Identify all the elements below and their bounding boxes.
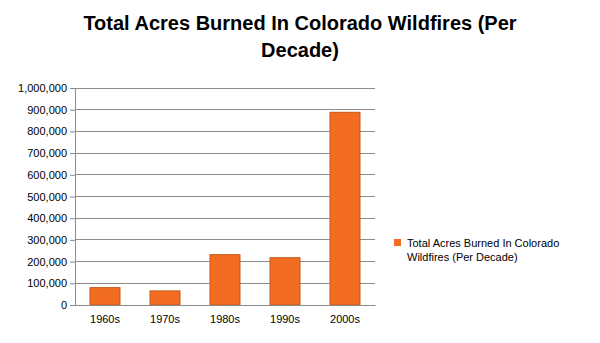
tick-mark [70, 283, 75, 284]
tick: 1990s [270, 313, 300, 325]
text-line: Total Acres Burned In Colorado [407, 237, 559, 249]
axis-line [76, 305, 376, 306]
tick-label: 0 [61, 299, 67, 311]
tick-label: 700,000 [27, 147, 67, 159]
tick: 700,000 [27, 147, 75, 159]
tick: 100,000 [27, 277, 75, 289]
x-axis: 1960s 1970s 1980s 1990s 2000s [76, 306, 376, 325]
legend-label: Total Acres Burned In Colorado Wildfires … [407, 237, 559, 263]
tick-mark [70, 218, 75, 219]
tick-label: 800,000 [27, 125, 67, 137]
tick-mark [70, 88, 75, 89]
tick-label: 300,000 [27, 234, 67, 246]
tick-label: 1970s [150, 313, 180, 325]
tick: 800,000 [27, 125, 75, 137]
bar [330, 112, 360, 305]
tick-label: 500,000 [27, 191, 67, 203]
text-line: Total Acres Burned In Colorado Wildfires… [83, 12, 516, 34]
tick: 1960s [90, 313, 120, 325]
bar [270, 258, 300, 305]
grid [75, 88, 375, 305]
tick-label: 1,000,000 [18, 82, 67, 94]
tick: 300,000 [27, 234, 75, 246]
tick: 1980s [210, 313, 240, 325]
tick: 1,000,000 [18, 82, 75, 94]
tick: 400,000 [27, 212, 75, 224]
tick-mark [70, 131, 75, 132]
tick-mark [70, 175, 75, 176]
tick: 0 [61, 299, 75, 311]
bar [210, 255, 240, 305]
tick-label: 400,000 [27, 212, 67, 224]
tick: 600,000 [27, 169, 75, 181]
bar [150, 291, 180, 305]
tick: 500,000 [27, 191, 75, 203]
tick: 2000s [330, 313, 360, 325]
y-axis: 0 100,000 200,000 300,000 400,000 500,000 600,… [18, 82, 75, 311]
tick-label: 1960s [90, 313, 120, 325]
tick-label: 600,000 [27, 169, 67, 181]
tick-label: 1980s [210, 313, 240, 325]
tick: 1970s [150, 313, 180, 325]
tick-label: 100,000 [27, 277, 67, 289]
tick-label: 2000s [330, 313, 360, 325]
legend: Total Acres Burned In Colorado Wildfires … [394, 237, 559, 263]
chart: Total Acres Burned In Colorado Wildfires… [0, 0, 600, 343]
text-line: Wildfires (Per Decade) [407, 251, 518, 263]
title: Total Acres Burned In Colorado Wildfires… [83, 12, 516, 61]
tick-label: 1990s [270, 313, 300, 325]
tick-mark [70, 305, 75, 306]
tick-mark [70, 240, 75, 241]
axis-line [75, 89, 76, 306]
grid-line [75, 109, 375, 110]
text-line: Decade) [261, 39, 339, 61]
grid-line [75, 88, 375, 89]
legend-swatch [394, 239, 401, 246]
tick: 200,000 [27, 256, 75, 268]
tick-mark [70, 262, 75, 263]
tick: 900,000 [27, 104, 75, 116]
bar [90, 288, 120, 305]
tick-mark [70, 197, 75, 198]
bars [90, 112, 360, 305]
tick-label: 200,000 [27, 256, 67, 268]
tick-label: 900,000 [27, 104, 67, 116]
tick-mark [70, 110, 75, 111]
tick-mark [70, 153, 75, 154]
